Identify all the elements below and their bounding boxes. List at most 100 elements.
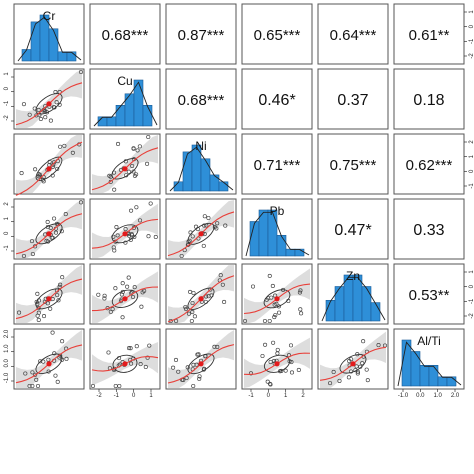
histogram-bar [276, 235, 287, 257]
histogram-bar [410, 351, 421, 387]
scatter-point [90, 383, 96, 389]
correlation-ellipse [35, 353, 63, 375]
scatter-point [190, 300, 195, 306]
confidence-band [168, 200, 234, 258]
scatter-point [299, 311, 304, 316]
scatter-point [360, 361, 365, 366]
scatter-point [273, 313, 278, 318]
scatter-point [125, 284, 130, 289]
scatter-point [102, 296, 107, 301]
tick-label: 0 [469, 24, 474, 28]
panel-cr-pb: 0.65*** [241, 3, 313, 65]
confidence-band [16, 265, 82, 323]
scatter-point [33, 372, 38, 377]
density-curve [397, 341, 462, 387]
panel-pb-cr [13, 198, 85, 260]
tick-label: 2 [301, 393, 305, 399]
panel-border [241, 133, 313, 195]
scatter-point [128, 346, 133, 351]
scatter-point [115, 141, 121, 147]
panel-pb-zn: 0.47* [317, 198, 389, 260]
scatter-point [110, 307, 115, 312]
scatter-point [37, 172, 43, 177]
center-point [198, 231, 204, 237]
scatter-point [58, 282, 63, 287]
tick-label: 1 [149, 393, 153, 399]
scatter-point [212, 344, 217, 349]
histogram-bar [200, 158, 211, 192]
scatter-point [52, 160, 57, 165]
tick-label: 1 [469, 270, 474, 274]
scatter-point [27, 383, 32, 389]
histogram-bar [133, 79, 144, 127]
histogram-bar [97, 116, 108, 127]
panel-border [317, 133, 389, 195]
tick-label: 1 [4, 216, 10, 220]
scatter-point [220, 282, 225, 287]
scatter-point [60, 339, 65, 344]
confidence-band [16, 135, 82, 193]
scatter-point [288, 343, 294, 348]
scatter-point [54, 100, 59, 105]
scatter-point [298, 288, 303, 293]
scatter-point [111, 234, 116, 239]
scatter-point [55, 379, 60, 384]
scatter-point [55, 166, 60, 171]
tick-label: 2 [4, 202, 10, 206]
scatter-point [283, 368, 288, 373]
scatter-point [120, 281, 125, 286]
scatter-point [52, 351, 57, 356]
panel-ni-cu [89, 133, 161, 195]
scatter-point [153, 234, 158, 240]
panel-ni-ni: Ni [165, 133, 237, 195]
scatter-point [130, 294, 136, 300]
panel-cr-al-ti: 0.61** [393, 3, 465, 65]
scatter-point [179, 253, 184, 259]
tick-label: 1.0 [433, 393, 442, 399]
center-point [46, 296, 52, 302]
scatter-point [62, 143, 67, 148]
panel-cr-cu: 0.68*** [89, 3, 161, 65]
panel-zn-zn: Zn [317, 263, 389, 325]
tick-label: -2 [96, 393, 102, 399]
scatter-point [190, 310, 195, 315]
scatter-point [242, 318, 248, 324]
panel-pb-cu [89, 198, 161, 260]
center-point [122, 231, 128, 237]
scatter-point [129, 208, 134, 213]
scatter-point [137, 144, 142, 149]
scatter-point [102, 293, 107, 298]
panel-pb-ni [165, 198, 237, 260]
scatter-point [36, 317, 41, 322]
center-point [122, 166, 128, 172]
tick-label: 0.0 [416, 393, 425, 399]
panel-zn-cu [89, 263, 161, 325]
tick-label: -1 [114, 393, 120, 399]
panel-al-ti-cr [13, 328, 85, 390]
panel-border [165, 68, 237, 130]
histogram-bar [285, 248, 296, 257]
tick-label: -1 [4, 100, 10, 106]
scatter-point [173, 357, 179, 363]
correlation-value: 0.71*** [254, 157, 301, 174]
center-point [122, 296, 128, 302]
scatter-point [30, 370, 35, 375]
scatter-point [112, 248, 117, 253]
scatter-point [328, 381, 333, 386]
density-curve [245, 211, 310, 257]
scatter-point [57, 355, 62, 360]
panel-al-ti-pb [241, 328, 313, 390]
correlation-ellipse [35, 223, 63, 245]
scatter-point [134, 172, 139, 177]
tick-label: 0 [4, 231, 10, 235]
scatter-point [113, 286, 118, 291]
scatter-point [50, 330, 55, 335]
scatter-point [376, 343, 381, 348]
scatter-point [262, 318, 268, 324]
panel-cu-cr [13, 68, 85, 130]
scatter-point [30, 383, 35, 389]
correlation-ellipse [111, 289, 139, 308]
density-curve [93, 81, 158, 127]
correlation-ellipse [35, 156, 63, 181]
correlation-value: 0.18 [413, 92, 444, 109]
